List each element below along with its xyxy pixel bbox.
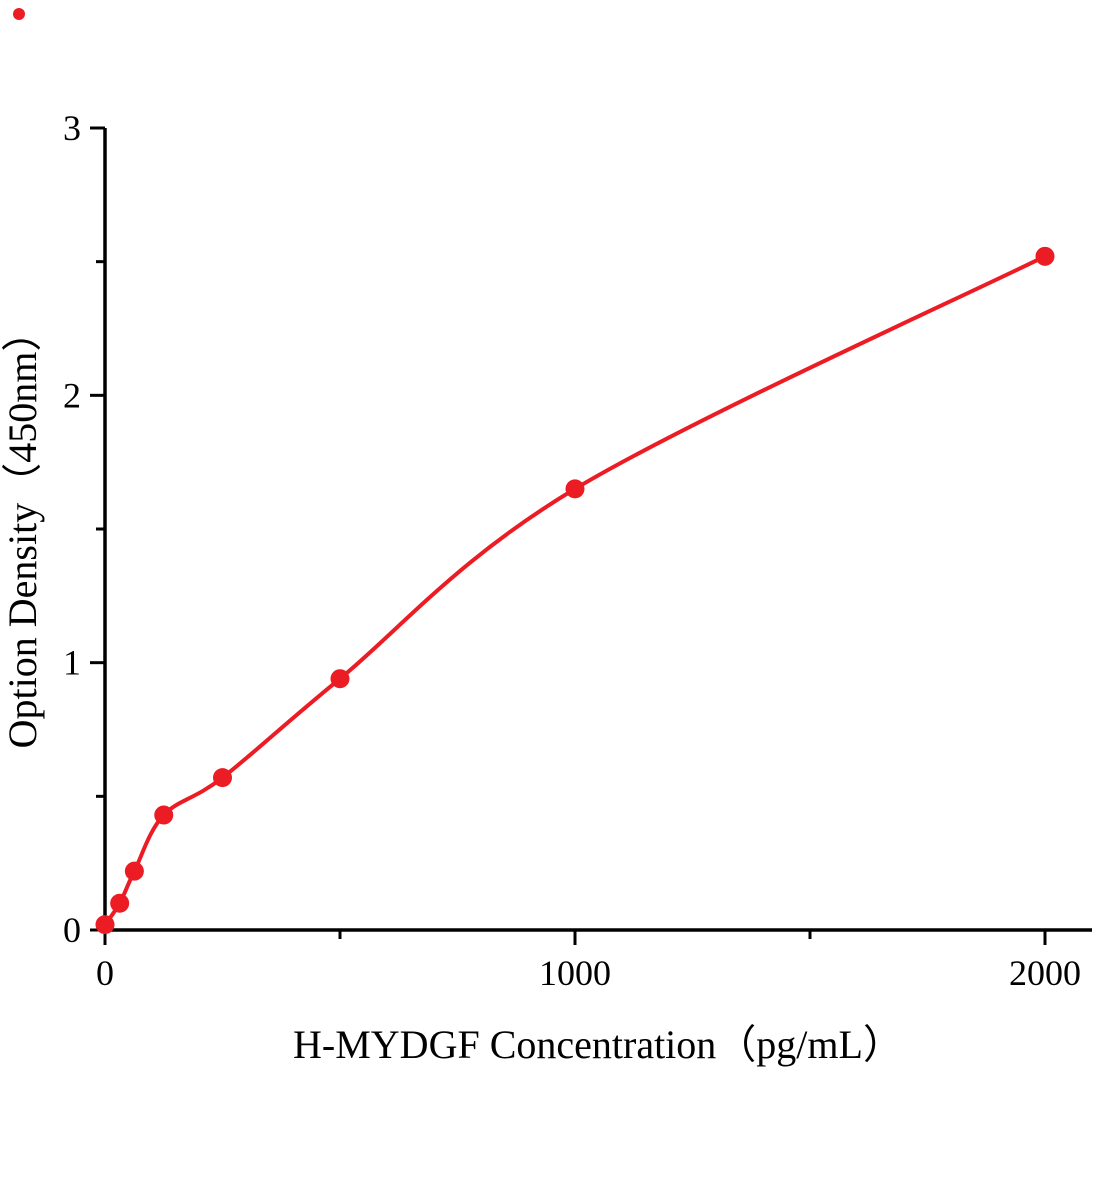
axes-layer: 0 1000 2000 0 1 2 3 xyxy=(63,108,1092,993)
data-point xyxy=(110,893,130,913)
y-tick-label: 1 xyxy=(63,643,81,683)
x-tick-label: 0 xyxy=(96,953,114,993)
x-tick-label: 2000 xyxy=(1009,953,1081,993)
y-tick-label: 2 xyxy=(63,375,81,415)
y-tick-label: 3 xyxy=(63,108,81,148)
data-point xyxy=(95,915,115,935)
y-tick-label: 0 xyxy=(63,910,81,950)
fit-curve xyxy=(103,254,1047,927)
data-series-layer xyxy=(95,246,1055,935)
data-point xyxy=(124,861,144,881)
data-point xyxy=(213,768,232,788)
x-axis-label: H-MYDGF Concentration（pg/mL） xyxy=(293,1022,903,1067)
data-point xyxy=(565,479,585,499)
data-point xyxy=(154,805,174,825)
x-tick-label: 1000 xyxy=(539,953,611,993)
data-point xyxy=(330,669,350,689)
data-point xyxy=(1035,246,1055,266)
corner-mark xyxy=(13,8,25,20)
y-axis-label: Option Density（450nm） xyxy=(0,312,45,749)
